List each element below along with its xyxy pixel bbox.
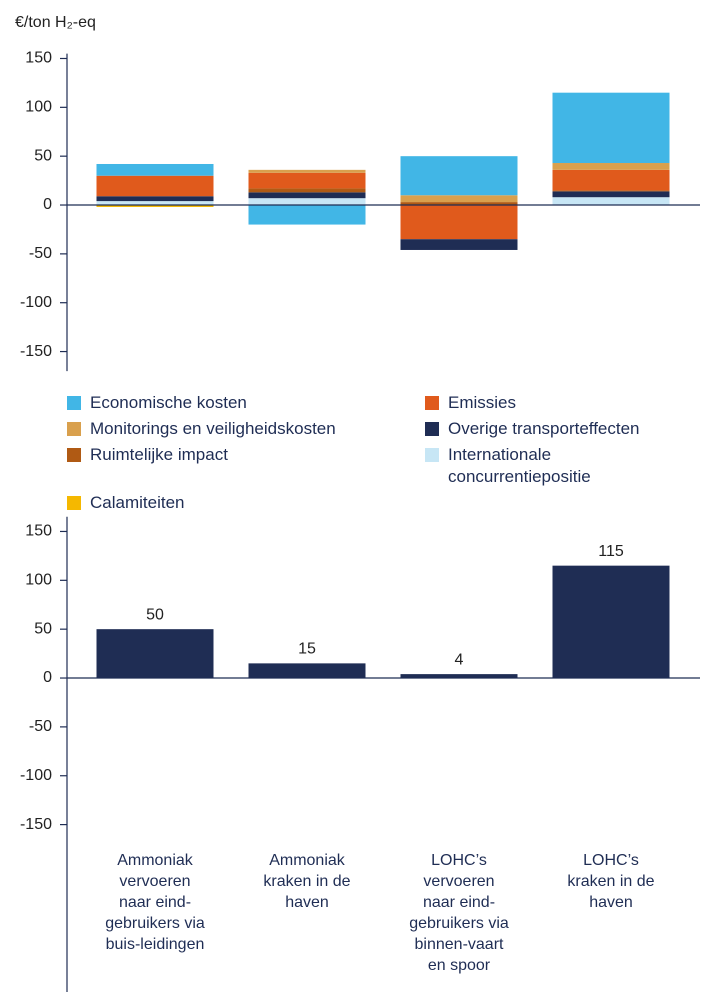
y-tick-label: 150 bbox=[25, 523, 52, 540]
bar-segment bbox=[96, 196, 214, 202]
legend-swatch bbox=[67, 422, 81, 436]
bar bbox=[96, 629, 214, 679]
y-tick-label: 0 bbox=[43, 669, 52, 686]
legend: Economische kosten Emissies Monitorings en… bbox=[67, 392, 695, 514]
bar-segment bbox=[400, 195, 518, 203]
legend-label: Monitorings en veiligheidskosten bbox=[90, 419, 336, 438]
value-label: 50 bbox=[146, 606, 164, 623]
y-tick-label: -100 bbox=[20, 767, 52, 784]
bar-segment bbox=[96, 163, 214, 176]
x-tick-label: Ammoniak vervoeren naar eind-gebruikers … bbox=[105, 852, 205, 953]
legend-item: Calamiteiten bbox=[67, 492, 425, 514]
y-axis-label: €/ton H₂-eq bbox=[15, 14, 96, 31]
legend-label: Overige transporteffecten bbox=[448, 419, 640, 438]
y-tick-label: 100 bbox=[25, 572, 52, 589]
bar-segment bbox=[96, 175, 214, 197]
legend-label: Calamiteiten bbox=[90, 493, 185, 512]
legend-swatch bbox=[67, 396, 81, 410]
legend-swatch bbox=[425, 422, 439, 436]
y-tick-label: -150 bbox=[20, 816, 52, 833]
y-tick-label: 50 bbox=[34, 620, 52, 637]
legend-item: Overige transporteffecten bbox=[425, 418, 695, 440]
legend-swatch bbox=[425, 396, 439, 410]
legend-label: Ruimtelijke impact bbox=[90, 445, 228, 464]
bar-segment bbox=[96, 201, 214, 206]
bar-segment bbox=[248, 188, 366, 193]
bar-segment bbox=[400, 205, 518, 240]
bar-segment bbox=[552, 163, 670, 170]
legend-label: Internationale concurrentiepositie bbox=[448, 445, 591, 486]
x-tick-label: LOHC’s vervoeren naar eind-gebruikers vi… bbox=[409, 852, 509, 974]
bar-segment bbox=[552, 190, 670, 192]
bar-segment bbox=[248, 198, 366, 206]
y-tick-label: -50 bbox=[29, 245, 52, 262]
bar bbox=[248, 663, 366, 679]
legend-item: Ruimtelijke impact bbox=[67, 444, 425, 488]
value-label: 4 bbox=[455, 651, 464, 668]
legend-swatch bbox=[425, 448, 439, 462]
y-tick-label: -150 bbox=[20, 343, 52, 360]
y-tick-label: 50 bbox=[34, 147, 52, 164]
bar bbox=[552, 565, 670, 679]
bar-segment bbox=[400, 202, 518, 206]
legend-item: Emissies bbox=[425, 392, 695, 414]
y-tick-label: 150 bbox=[25, 50, 52, 67]
y-tick-label: 100 bbox=[25, 99, 52, 116]
bar-segment bbox=[248, 205, 366, 225]
legend-swatch bbox=[67, 448, 81, 462]
legend-label: Economische kosten bbox=[90, 393, 247, 412]
legend-label: Emissies bbox=[448, 393, 517, 412]
bar bbox=[400, 674, 518, 679]
y-tick-label: -50 bbox=[29, 718, 52, 735]
bar-segment bbox=[248, 172, 366, 189]
x-tick-label: LOHC’s kraken in de haven bbox=[567, 852, 655, 911]
bar-segment bbox=[552, 197, 670, 206]
y-tick-label: -100 bbox=[20, 294, 52, 311]
bar-segment bbox=[248, 192, 366, 199]
bar-segment bbox=[400, 156, 518, 196]
legend-item: Economische kosten bbox=[67, 392, 425, 414]
bar-segment bbox=[248, 169, 366, 173]
legend-swatch bbox=[67, 496, 81, 510]
value-label: 15 bbox=[298, 641, 316, 658]
legend-item: Monitorings en veiligheidskosten bbox=[67, 418, 425, 440]
bar-segment bbox=[552, 92, 670, 164]
bar-segment bbox=[400, 239, 518, 250]
bar-segment bbox=[552, 169, 670, 191]
value-label: 115 bbox=[598, 543, 624, 560]
bar-segment bbox=[552, 191, 670, 198]
bar-segment bbox=[96, 205, 214, 207]
x-tick-label: Ammoniak kraken in de haven bbox=[263, 852, 351, 911]
legend-item: Internationale concurrentiepositie bbox=[425, 444, 695, 488]
y-tick-label: 0 bbox=[43, 196, 52, 213]
